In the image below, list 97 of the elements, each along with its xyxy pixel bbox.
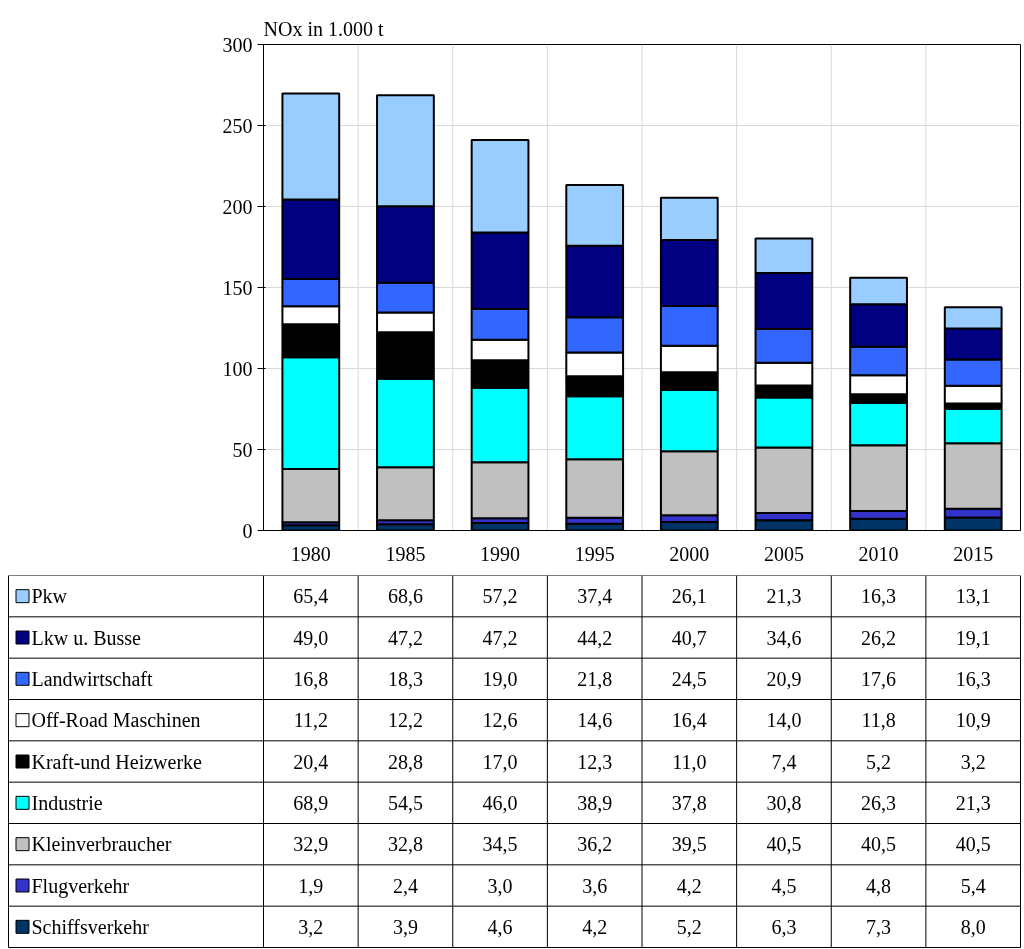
data-label: 2,4 <box>392 874 418 897</box>
data-label: 32,9 <box>293 833 329 856</box>
data-label: 17,0 <box>482 750 518 773</box>
data-label: 3,2 <box>298 915 324 938</box>
data-label: 28,8 <box>387 750 423 773</box>
data-label: 34,6 <box>766 626 802 649</box>
data-label: 39,5 <box>671 833 707 856</box>
legend-label: Flugverkehr <box>31 874 130 898</box>
y-tick-label: 100 <box>222 357 253 380</box>
data-label: 40,5 <box>766 833 802 856</box>
data-label: 68,6 <box>387 585 423 608</box>
data-label: 19,1 <box>955 626 991 649</box>
data-label: 34,5 <box>482 833 518 856</box>
data-label: 4,6 <box>487 915 513 938</box>
data-label: 44,2 <box>577 626 613 649</box>
data-label: 40,5 <box>861 833 897 856</box>
data-label: 21,3 <box>766 585 802 608</box>
data-label: 37,4 <box>577 585 613 608</box>
data-label: 26,3 <box>861 791 897 814</box>
y-axis-title: NOx in 1.000 t <box>263 17 384 40</box>
data-label: 21,3 <box>955 791 991 814</box>
data-label: 16,3 <box>861 585 897 608</box>
y-tick-label: 200 <box>222 195 253 218</box>
data-label: 12,2 <box>387 709 423 732</box>
y-tick-label: 150 <box>222 276 253 299</box>
data-label: 37,8 <box>671 791 707 814</box>
data-label: 47,2 <box>482 626 518 649</box>
data-label: 26,2 <box>861 626 897 649</box>
data-label: 26,1 <box>671 585 707 608</box>
data-label: 40,7 <box>671 626 707 649</box>
legend-label: Kleinverbraucher <box>31 833 172 856</box>
data-label: 13,1 <box>955 585 991 608</box>
legend-label: Off-Road Maschinen <box>31 709 201 732</box>
legend-label: Lkw u. Busse <box>31 626 142 649</box>
data-label: 10,9 <box>955 709 991 732</box>
data-label: 20,4 <box>293 750 329 773</box>
y-tick-label: 0 <box>242 519 253 542</box>
data-label: 16,3 <box>955 667 991 690</box>
data-label: 11,8 <box>861 709 896 732</box>
legend-label: Landwirtschaft <box>31 667 154 690</box>
data-label: 46,0 <box>482 791 518 814</box>
data-label: 5,2 <box>676 915 702 938</box>
legend-label: Pkw <box>31 585 68 608</box>
data-label: 3,9 <box>392 915 418 938</box>
y-tick-label: 300 <box>222 33 253 56</box>
data-label: 12,6 <box>482 709 518 732</box>
data-label: 3,2 <box>960 750 986 773</box>
x-tick-label: 2000 <box>669 542 710 565</box>
legend-label: Kraft-und Heizwerke <box>31 750 203 773</box>
data-label: 36,2 <box>577 833 613 856</box>
data-label: 38,9 <box>577 791 613 814</box>
data-label: 12,3 <box>577 750 613 773</box>
data-label: 14,6 <box>577 709 613 732</box>
data-label: 8,0 <box>960 915 986 938</box>
data-label: 4,2 <box>582 915 608 938</box>
data-label: 21,8 <box>577 667 613 690</box>
data-label: 20,9 <box>766 667 802 690</box>
legend-label: Schiffsverkehr <box>31 915 150 938</box>
x-tick-label: 2010 <box>858 542 899 565</box>
data-label: 16,4 <box>671 709 707 732</box>
data-label: 47,2 <box>387 626 423 649</box>
data-label: 5,2 <box>866 750 892 773</box>
x-tick-label: 1995 <box>574 542 615 565</box>
data-label: 14,0 <box>766 709 802 732</box>
y-tick-label: 50 <box>232 438 253 461</box>
data-label: 7,3 <box>866 915 892 938</box>
data-label: 11,2 <box>293 709 328 732</box>
data-label: 4,2 <box>676 874 702 897</box>
data-label: 4,8 <box>866 874 892 897</box>
data-label: 68,9 <box>293 791 329 814</box>
data-label: 57,2 <box>482 585 518 608</box>
x-tick-label: 1990 <box>480 542 521 565</box>
data-label: 7,4 <box>771 750 797 773</box>
x-tick-label: 2005 <box>763 542 804 565</box>
data-label: 19,0 <box>482 667 518 690</box>
data-label: 54,5 <box>387 791 423 814</box>
data-label: 32,8 <box>387 833 423 856</box>
data-label: 1,9 <box>298 874 324 897</box>
data-label: 24,5 <box>671 667 707 690</box>
data-label: 40,5 <box>955 833 991 856</box>
data-label: 3,6 <box>582 874 608 897</box>
y-tick-label: 250 <box>222 114 253 137</box>
data-label: 30,8 <box>766 791 802 814</box>
data-label: 11,0 <box>672 750 707 773</box>
data-label: 4,5 <box>771 874 797 897</box>
data-label: 65,4 <box>293 585 329 608</box>
legend-label: Industrie <box>31 791 103 814</box>
data-label: 16,8 <box>293 667 329 690</box>
data-label: 18,3 <box>387 667 423 690</box>
data-label: 3,0 <box>487 874 513 897</box>
x-tick-label: 1985 <box>385 542 426 565</box>
x-tick-label: 1980 <box>290 542 331 565</box>
x-tick-label: 2015 <box>953 542 994 565</box>
data-label: 17,6 <box>861 667 897 690</box>
data-label: 6,3 <box>771 915 797 938</box>
data-label: 49,0 <box>293 626 329 649</box>
data-label: 5,4 <box>960 874 986 897</box>
